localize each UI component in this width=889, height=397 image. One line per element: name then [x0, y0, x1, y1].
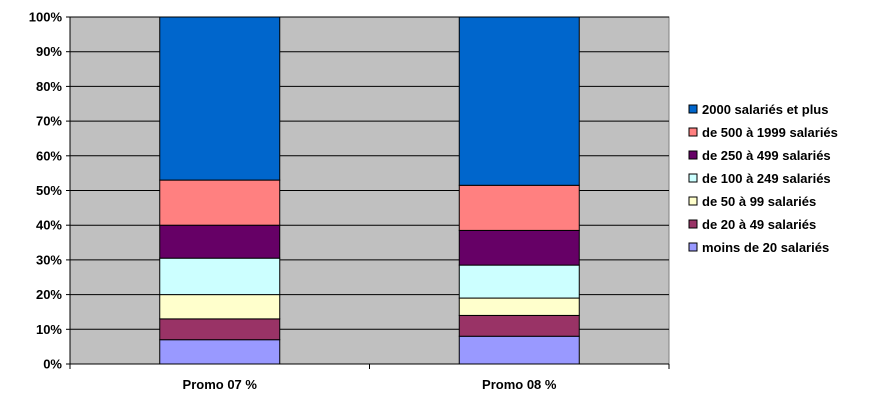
y-tick-label: 100%: [29, 10, 63, 25]
bar-segment-2-4: [458, 264, 580, 299]
legend-label: 2000 salariés et plus: [702, 102, 828, 117]
bar-segment-1-7: [159, 16, 281, 181]
legend-swatch: [688, 104, 698, 114]
y-tick-label: 50%: [36, 183, 62, 198]
bar-segment-2-2: [458, 314, 580, 337]
bar-segment-2-6: [458, 184, 580, 231]
bar-segment-1-5: [159, 224, 281, 259]
axes: [66, 16, 670, 369]
bar-segment-1-1: [159, 339, 281, 365]
legend-swatch: [688, 173, 698, 183]
y-tick-label: 70%: [36, 114, 62, 129]
bar-segment-1-6: [159, 179, 281, 226]
bar-segment-2-7: [458, 16, 580, 186]
legend: 2000 salariés et plus de 500 à 1999 salar…: [688, 102, 838, 255]
y-tick-label: 90%: [36, 44, 62, 59]
x-category-label: Promo 07 %: [183, 377, 258, 392]
bar-segment-2-3: [458, 297, 580, 316]
legend-swatch: [688, 219, 698, 229]
x-axis-category-labels: Promo 07 % Promo 08 %: [183, 377, 557, 392]
legend-label: de 50 à 99 salariés: [702, 194, 816, 209]
bar-segment-2-5: [458, 229, 580, 266]
legend-label: de 100 à 249 salariés: [702, 171, 831, 186]
y-tick-label: 0%: [43, 357, 62, 372]
legend-label: de 250 à 499 salariés: [702, 148, 831, 163]
y-tick-label: 20%: [36, 287, 62, 302]
bars: [159, 16, 580, 365]
legend-swatch: [688, 150, 698, 160]
bar-segment-2-1: [458, 335, 580, 365]
legend-swatch: [688, 196, 698, 206]
legend-label: de 20 à 49 salariés: [702, 217, 816, 232]
bar-segment-1-3: [159, 294, 281, 320]
legend-swatch: [688, 242, 698, 252]
y-tick-label: 10%: [36, 322, 62, 337]
bar-segment-1-4: [159, 257, 281, 296]
y-tick-label: 30%: [36, 252, 62, 267]
y-tick-label: 60%: [36, 148, 62, 163]
legend-label: moins de 20 salariés: [702, 240, 829, 255]
y-axis-tick-labels: 0% 10% 20% 30% 40% 50% 60% 70% 80% 90% 100%: [29, 10, 63, 372]
y-tick-label: 40%: [36, 218, 62, 233]
y-tick-label: 80%: [36, 79, 62, 94]
x-category-label: Promo 08 %: [482, 377, 557, 392]
legend-label: de 500 à 1999 salariés: [702, 125, 838, 140]
legend-swatch: [688, 127, 698, 137]
bar-segment-1-2: [159, 318, 281, 341]
